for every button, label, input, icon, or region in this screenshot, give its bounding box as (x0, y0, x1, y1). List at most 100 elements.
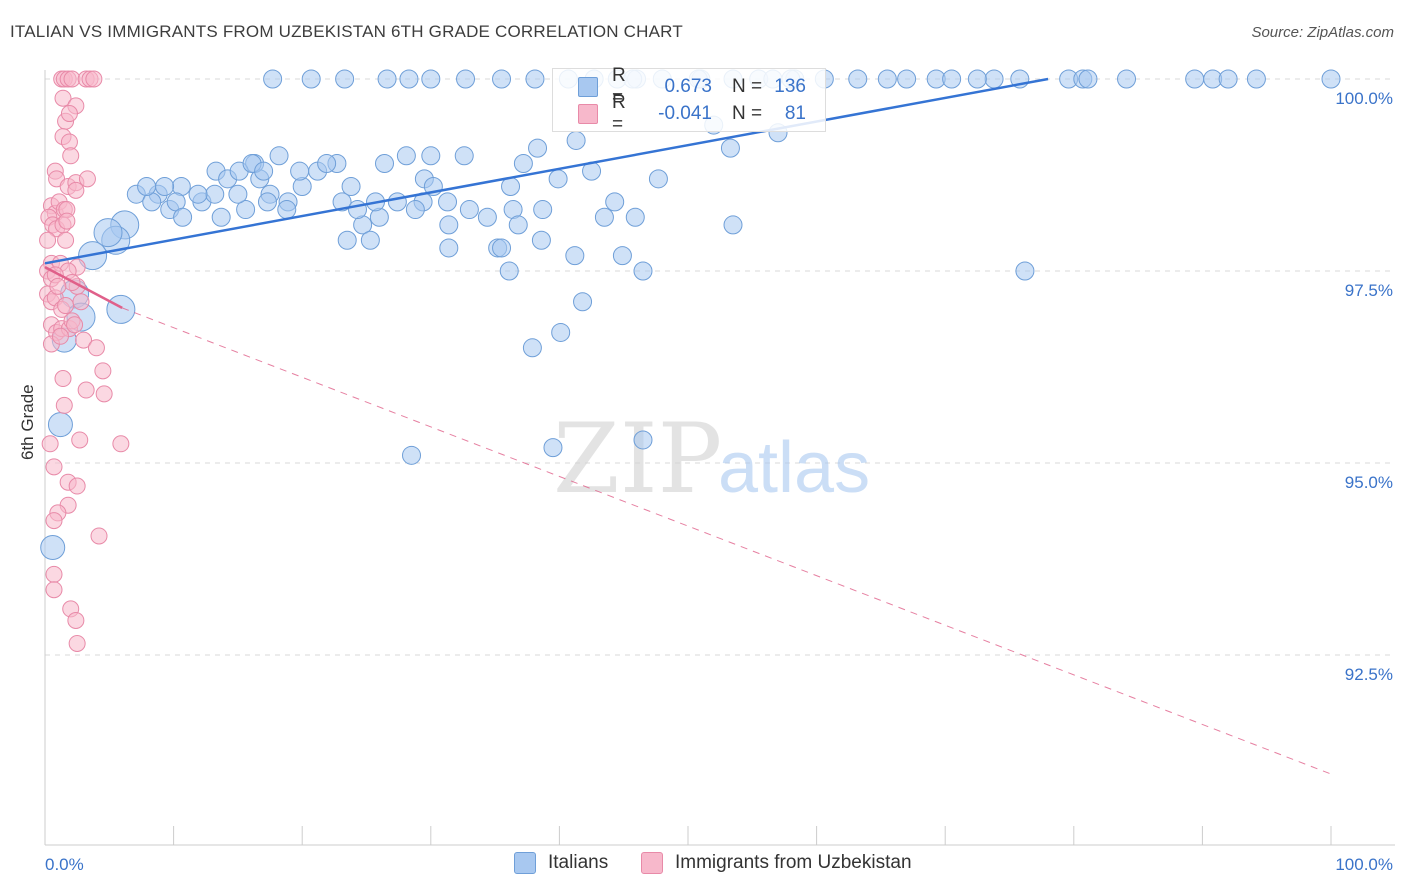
uzbek-point (67, 181, 85, 199)
italians-point (942, 69, 962, 89)
italians-point (155, 177, 175, 197)
italians-point (106, 294, 136, 324)
italians-point (228, 184, 248, 204)
italians-point (648, 169, 668, 189)
italians-point (335, 69, 355, 89)
italians-point (1015, 261, 1035, 281)
italians-point (263, 69, 283, 89)
italians-point (1078, 69, 1098, 89)
italians-point (877, 69, 897, 89)
y-tick-label: 95.0% (1345, 473, 1393, 492)
italians-point (332, 192, 352, 212)
italians-r-label: R = (612, 65, 626, 108)
y-tick-label: 100.0% (1335, 89, 1393, 108)
uzbek-point (112, 435, 130, 453)
italians-trend-line (44, 77, 1049, 265)
italians-point (399, 69, 419, 89)
uzbek-point (94, 362, 112, 380)
italians-point (625, 207, 645, 227)
correlation-legend: R = 0.673 N = 136 R = -0.041 N = 81 (552, 65, 826, 135)
italians-point (396, 146, 416, 166)
uzbek-point (45, 512, 63, 530)
uzbek-swatch (578, 104, 598, 124)
italians-n-label: N = (732, 76, 763, 97)
italians-point (548, 169, 568, 189)
italians-point (720, 138, 740, 158)
italians-point (723, 215, 743, 235)
y-tick-label: 92.5% (1345, 665, 1393, 684)
italians-point (528, 138, 548, 158)
italians-point (47, 412, 73, 438)
italians-point (421, 69, 441, 89)
italians-point (513, 153, 533, 173)
italians-point (633, 261, 653, 281)
italians-point (492, 238, 512, 258)
italians-point (317, 153, 337, 173)
italians-point (456, 69, 476, 89)
italians-point (1321, 69, 1341, 89)
italians-legend-label: Italians (548, 852, 609, 873)
italians-point (531, 230, 551, 250)
legend-item-uzbek[interactable]: Immigrants from Uzbekistan (641, 852, 912, 874)
italians-n-value: 136 (774, 76, 806, 97)
italians-point (421, 146, 441, 166)
italians-point (173, 207, 193, 227)
italians-point (341, 177, 361, 197)
uzbek-point (66, 316, 84, 334)
italians-point (897, 69, 917, 89)
source-label: Source: ZipAtlas.com (1251, 24, 1394, 41)
uzbek-point (95, 385, 113, 403)
italians-point (633, 430, 653, 450)
italians-point (543, 438, 563, 458)
italians-point (533, 200, 553, 220)
italians-point (459, 200, 479, 220)
y-tick-label: 97.5% (1345, 281, 1393, 300)
italians-point (211, 207, 231, 227)
uzbek-point (55, 396, 73, 414)
uzbek-legend-label: Immigrants from Uzbekistan (675, 852, 912, 873)
uzbek-point (57, 297, 75, 315)
legend-row-uzbek: R = -0.041 N = 81 (578, 92, 806, 135)
italians-point (525, 69, 545, 89)
series-legend: Italians Immigrants from Uzbekistan (0, 852, 1406, 876)
italians-point (477, 207, 497, 227)
italians-point (290, 161, 310, 181)
uzbek-trend-line (44, 266, 123, 309)
italians-point (565, 246, 585, 266)
italians-point (377, 69, 397, 89)
italians-point (605, 192, 625, 212)
italians-point (1185, 69, 1205, 89)
uzbek-n-value: 81 (784, 103, 806, 124)
legend-item-italians[interactable]: Italians (514, 852, 608, 874)
legend-row-italians: R = 0.673 N = 136 (578, 65, 806, 108)
italians-point (1218, 69, 1238, 89)
uzbek-point (45, 458, 63, 476)
italians-point (1246, 69, 1266, 89)
italians-point (967, 69, 987, 89)
italians-legend-swatch (514, 852, 536, 874)
uzbek-point (75, 331, 93, 349)
italians-point (347, 200, 367, 220)
italians-swatch (578, 77, 598, 97)
x-tick-label: 0.0% (45, 855, 84, 874)
uzbek-point (68, 634, 86, 652)
italians-point (522, 338, 542, 358)
uzbek-point (58, 212, 76, 230)
uzbek-point (87, 339, 105, 357)
italians-point (205, 184, 225, 204)
italians-point (612, 246, 632, 266)
chart-title: ITALIAN VS IMMIGRANTS FROM UZBEKISTAN 6T… (10, 22, 683, 41)
italians-point (848, 69, 868, 89)
uzbek-point (72, 293, 90, 311)
uzbek-point (77, 381, 95, 399)
italians-point (984, 69, 1004, 89)
uzbek-point (54, 89, 72, 107)
italians-point (375, 153, 395, 173)
uzbek-point (49, 277, 67, 295)
italians-point (269, 146, 289, 166)
italians-point (301, 69, 321, 89)
italians-point (1117, 69, 1137, 89)
uzbek-point (54, 370, 72, 388)
italians-point (573, 292, 593, 312)
